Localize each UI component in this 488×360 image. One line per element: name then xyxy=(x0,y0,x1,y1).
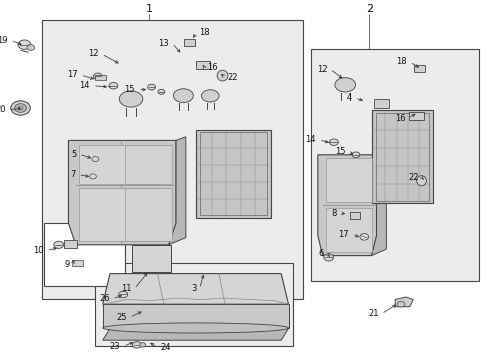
Text: 23: 23 xyxy=(109,342,120,351)
Bar xyxy=(310,49,478,281)
Ellipse shape xyxy=(217,70,227,81)
Circle shape xyxy=(132,342,141,348)
Text: 18: 18 xyxy=(199,28,210,37)
Text: 19: 19 xyxy=(0,36,8,45)
Bar xyxy=(371,110,432,203)
Bar xyxy=(79,145,162,184)
Bar xyxy=(184,39,195,46)
Text: 21: 21 xyxy=(367,309,378,318)
Ellipse shape xyxy=(334,78,355,92)
Text: 14: 14 xyxy=(80,81,90,90)
Text: 22: 22 xyxy=(407,173,418,181)
Text: 16: 16 xyxy=(394,113,405,122)
Circle shape xyxy=(11,101,30,115)
Ellipse shape xyxy=(102,323,288,333)
Ellipse shape xyxy=(119,91,142,107)
Bar xyxy=(63,240,77,248)
Text: 18: 18 xyxy=(395,57,406,66)
Circle shape xyxy=(329,139,338,145)
Circle shape xyxy=(93,73,102,80)
Bar xyxy=(413,65,424,72)
Text: 8: 8 xyxy=(331,209,336,217)
Bar xyxy=(124,145,171,184)
Polygon shape xyxy=(371,152,386,256)
Circle shape xyxy=(15,104,26,112)
Text: 5: 5 xyxy=(71,150,76,158)
Text: 25: 25 xyxy=(116,313,126,322)
Circle shape xyxy=(119,291,127,298)
Text: 17: 17 xyxy=(338,230,348,239)
Bar xyxy=(79,188,162,241)
Text: 14: 14 xyxy=(305,135,315,144)
Ellipse shape xyxy=(416,176,426,186)
Bar xyxy=(41,20,303,299)
Circle shape xyxy=(351,152,359,158)
Circle shape xyxy=(158,89,164,94)
Text: 6: 6 xyxy=(318,249,323,258)
Circle shape xyxy=(323,254,333,261)
Bar xyxy=(44,223,124,286)
Bar xyxy=(349,212,359,219)
Polygon shape xyxy=(102,304,288,328)
Circle shape xyxy=(89,174,96,179)
Text: 15: 15 xyxy=(334,148,345,156)
Text: 26: 26 xyxy=(99,294,109,303)
Bar xyxy=(95,75,106,80)
Circle shape xyxy=(18,106,23,110)
Bar xyxy=(199,132,267,215)
Circle shape xyxy=(140,343,145,347)
Text: 11: 11 xyxy=(121,284,131,293)
Circle shape xyxy=(109,82,118,89)
Ellipse shape xyxy=(173,89,193,103)
Text: 13: 13 xyxy=(158,39,169,48)
Circle shape xyxy=(27,45,35,50)
Bar xyxy=(373,99,388,108)
Text: 12: 12 xyxy=(316,65,326,74)
Text: 12: 12 xyxy=(88,49,99,58)
Bar xyxy=(325,158,371,202)
Circle shape xyxy=(92,157,99,162)
Polygon shape xyxy=(168,137,185,245)
Polygon shape xyxy=(102,274,288,304)
Polygon shape xyxy=(317,155,376,256)
Polygon shape xyxy=(68,140,176,245)
Bar xyxy=(325,208,371,252)
Text: 1: 1 xyxy=(145,4,152,14)
Bar xyxy=(408,112,423,120)
Bar xyxy=(124,188,171,241)
Circle shape xyxy=(18,40,31,49)
Text: 15: 15 xyxy=(124,85,135,94)
Bar xyxy=(195,130,271,218)
Text: 7: 7 xyxy=(70,170,75,179)
Polygon shape xyxy=(102,328,288,340)
Bar xyxy=(375,113,428,201)
Circle shape xyxy=(147,84,155,90)
Text: 16: 16 xyxy=(207,63,218,72)
Text: 2: 2 xyxy=(365,4,372,14)
Circle shape xyxy=(396,301,404,307)
Text: 17: 17 xyxy=(67,71,78,79)
Circle shape xyxy=(359,234,368,240)
Bar xyxy=(132,245,171,272)
Text: 22: 22 xyxy=(227,73,238,82)
Text: 3: 3 xyxy=(191,284,196,293)
Ellipse shape xyxy=(201,90,219,102)
Text: 20: 20 xyxy=(0,105,6,114)
Text: 10: 10 xyxy=(33,246,43,255)
Text: 4: 4 xyxy=(346,94,351,102)
Bar xyxy=(95,263,293,346)
Polygon shape xyxy=(394,297,412,307)
Bar xyxy=(72,260,83,266)
Circle shape xyxy=(54,241,63,248)
Text: 24: 24 xyxy=(160,343,170,352)
Text: 9: 9 xyxy=(64,260,69,269)
Bar xyxy=(195,61,210,69)
